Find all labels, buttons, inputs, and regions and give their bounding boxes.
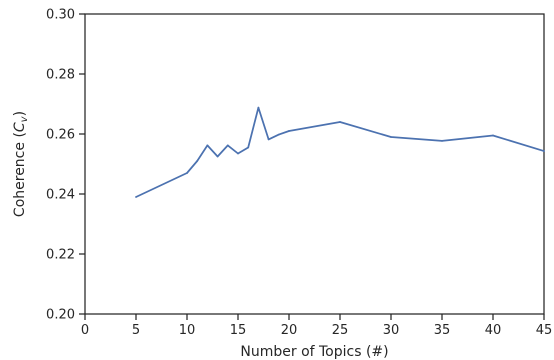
data-point	[441, 140, 443, 142]
y-axis-label: Coherence (Cv)	[12, 111, 30, 217]
plot-frame	[84, 13, 545, 315]
data-point	[216, 155, 219, 158]
x-tick-label: 20	[281, 323, 298, 338]
data-point	[237, 152, 239, 155]
y-tick-label: 0.28	[46, 68, 75, 83]
x-axis-ticks: 0 5 10 15 20 25 30 35 40 45	[81, 314, 552, 338]
data-point	[257, 106, 260, 109]
data-point	[277, 133, 280, 136]
y-axis-ticks: 0.20 0.22 0.24 0.26 0.28 0.30	[46, 8, 85, 323]
x-tick-label: 25	[332, 323, 349, 338]
y-tick-label: 0.26	[46, 128, 75, 143]
x-tick-label: 40	[485, 323, 502, 338]
data-point	[247, 146, 250, 149]
data-point	[196, 160, 199, 162]
x-axis-label: Number of Topics (#)	[240, 344, 388, 360]
x-tick-label: 35	[434, 323, 451, 338]
y-tick-label: 0.24	[46, 188, 75, 203]
series-line	[135, 106, 545, 198]
y-tick-label: 0.20	[46, 308, 75, 323]
y-axis-label-symbol: C	[12, 122, 28, 132]
data-point	[288, 130, 290, 132]
y-axis-label-text: Coherence (	[12, 132, 28, 217]
y-tick-label: 0.30	[46, 8, 75, 23]
x-tick-label: 0	[81, 323, 89, 338]
y-axis-label-subscript: v	[19, 115, 30, 122]
data-point	[543, 150, 545, 153]
data-point	[186, 172, 188, 174]
data-point	[206, 144, 209, 147]
x-tick-label: 30	[383, 323, 400, 338]
data-point	[267, 138, 270, 141]
data-point	[339, 121, 341, 123]
x-tick-label: 45	[536, 323, 553, 338]
y-tick-label: 0.22	[46, 248, 75, 263]
data-point	[135, 196, 137, 198]
y-axis-label-close: )	[12, 111, 28, 116]
series-layer	[135, 106, 545, 198]
x-tick-label: 5	[132, 323, 140, 338]
x-tick-label: 10	[179, 323, 196, 338]
data-point	[226, 144, 229, 147]
data-point	[390, 136, 392, 138]
data-point	[492, 134, 494, 137]
x-tick-label: 15	[230, 323, 247, 338]
